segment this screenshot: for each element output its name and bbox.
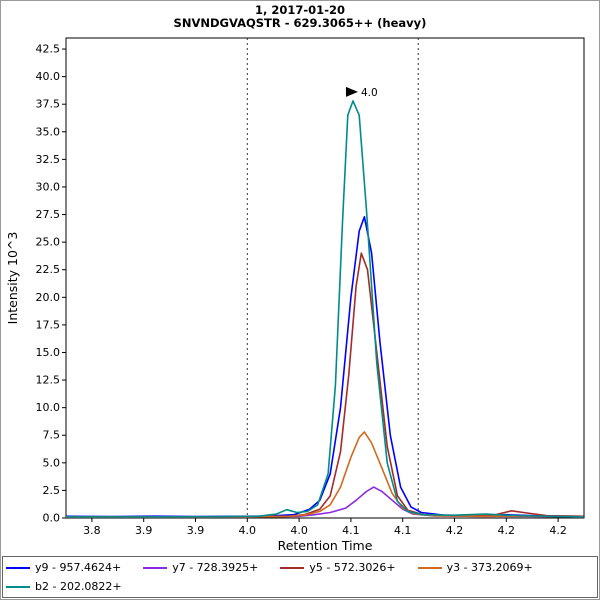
- x-tick-label: 4.1: [342, 524, 360, 537]
- y-tick-label: 27.5: [36, 208, 61, 221]
- peak-pointer-icon: [345, 86, 358, 97]
- chart-header: 1, 2017-01-20 SNVNDGVAQSTR - 629.3065++ …: [1, 1, 599, 30]
- y-tick-label: 42.5: [36, 43, 61, 56]
- y-tick-label: 22.5: [36, 263, 61, 276]
- plot-area[interactable]: [65, 37, 585, 519]
- x-tick-label: 4.2: [498, 524, 516, 537]
- y-tick-label: 2.5: [43, 484, 61, 497]
- legend-line-swatch: [417, 566, 442, 569]
- x-axis-label: Retention Time: [278, 538, 373, 552]
- y-tick-label: 10.0: [36, 401, 61, 414]
- legend: y9 - 957.4624+ y7 - 728.3925+ y5 - 572.302…: [2, 556, 598, 598]
- series-line-b2: [66, 100, 584, 518]
- y-tick-label: 17.5: [36, 318, 61, 331]
- y-tick-label: 30.0: [36, 180, 61, 193]
- legend-line-swatch: [143, 566, 168, 569]
- legend-item-b2: b2 - 202.0822+: [6, 580, 122, 593]
- y-tick-label: 7.5: [43, 429, 61, 442]
- legend-line-swatch: [6, 566, 30, 569]
- y-tick-label: 25.0: [36, 236, 61, 249]
- x-tick-label: 4.0: [290, 524, 308, 537]
- y-tick-label: 12.5: [36, 374, 61, 387]
- x-tick-label: 3.9: [187, 524, 205, 537]
- legend-label: y7 - 728.3925+: [172, 561, 259, 574]
- y-tick-label: 0.0: [43, 512, 61, 525]
- peak-rt-annotation: 4.0: [361, 87, 378, 99]
- legend-label: y9 - 957.4624+: [35, 561, 122, 574]
- y-tick-label: 15.0: [36, 346, 61, 359]
- legend-label: y3 - 373.2069+: [446, 561, 533, 574]
- y-tick-label: 32.5: [36, 153, 61, 166]
- x-tick-label: 3.9: [135, 524, 153, 537]
- legend-label: y5 - 572.3026+: [309, 561, 396, 574]
- legend-item-y5: y5 - 572.3026+: [280, 561, 396, 574]
- y-tick-label: 5.0: [43, 456, 61, 469]
- legend-label: b2 - 202.0822+: [35, 580, 122, 593]
- y-tick-label: 35.0: [36, 125, 61, 138]
- chromatogram-plot[interactable]: 4.0 0.0 2.5 5.0 7.5 10.0 12.5 15.0 17.5 20.0 22.5 2…: [1, 30, 600, 552]
- y-tick-label: 40.0: [36, 70, 61, 83]
- legend-row: b2 - 202.0822+: [6, 577, 594, 596]
- legend-line-swatch: [280, 566, 305, 569]
- x-tick-label: 3.8: [83, 524, 101, 537]
- x-tick-label: 4.1: [394, 524, 412, 537]
- x-tick-label: 4.2: [446, 524, 464, 537]
- y-tick-label: 20.0: [36, 291, 61, 304]
- x-tick-label: 4.0: [239, 524, 257, 537]
- y-tick-label: 37.5: [36, 98, 61, 111]
- legend-line-swatch: [6, 585, 30, 588]
- legend-item-y9: y9 - 957.4624+: [6, 561, 121, 574]
- y-axis-label: Intensity 10^3: [5, 232, 20, 325]
- legend-row: y9 - 957.4624+ y7 - 728.3925+ y5 - 572.302…: [6, 558, 594, 577]
- chart-title: 1, 2017-01-20: [255, 3, 345, 17]
- legend-item-y3: y3 - 373.2069+: [417, 561, 533, 574]
- x-tick-label: 4.2: [549, 524, 567, 537]
- legend-item-y7: y7 - 728.3925+: [143, 561, 258, 574]
- chart-subtitle: SNVNDGVAQSTR - 629.3065++ (heavy): [173, 16, 427, 30]
